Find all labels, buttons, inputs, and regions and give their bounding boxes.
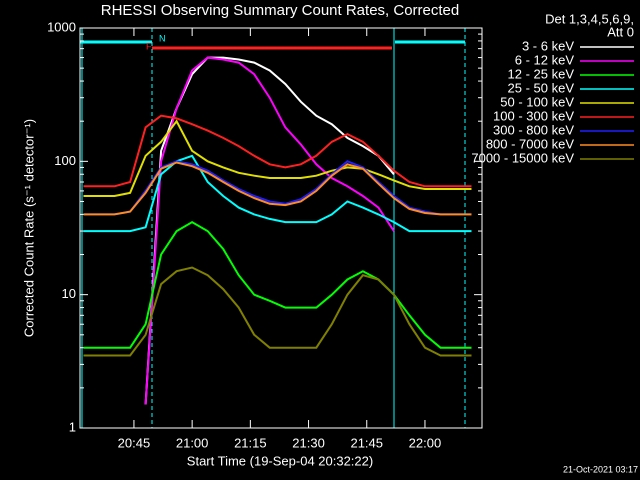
x-tick-label: 22:00 [409, 435, 442, 450]
series-line [144, 56, 395, 405]
y-tick-label: 1000 [47, 19, 76, 34]
legend-label: 100 - 300 keV [493, 108, 574, 123]
series-line [83, 266, 472, 357]
timestamp: 21-Oct-2021 03:17 [563, 464, 638, 474]
series-line [83, 161, 472, 216]
y-tick-label: 100 [54, 153, 76, 168]
x-tick-label: 21:45 [350, 435, 383, 450]
x-tick-label: 21:15 [234, 435, 267, 450]
legend-header: Att 0 [607, 24, 634, 39]
legend-header: Det 1,3,4,5,6,9, [545, 11, 634, 26]
y-tick-label: 10 [62, 286, 76, 301]
legend-label: 300 - 800 keV [493, 122, 574, 137]
x-tick-label: 21:00 [176, 435, 209, 450]
legend-label: 800 - 7000 keV [486, 136, 575, 151]
legend-label: 25 - 50 keV [508, 80, 575, 95]
flag: N [159, 33, 166, 43]
plot-frame [79, 27, 483, 429]
series-line [83, 119, 472, 197]
x-tick-label: 20:45 [118, 435, 151, 450]
series-line [83, 114, 472, 188]
legend-label: 3 - 6 keV [522, 38, 574, 53]
legend-label: 7000 - 15000 keV [471, 150, 574, 165]
y-tick-label: 1 [69, 419, 76, 434]
status-bars [80, 28, 466, 428]
x-tick-label: 21:30 [292, 435, 325, 450]
x-axis-label: Start Time (19-Sep-04 20:32:22) [187, 453, 373, 468]
y-axis-label: Corrected Count Rate (s⁻¹ detector⁻¹) [21, 119, 36, 337]
series-line [144, 56, 395, 405]
series-line [83, 220, 472, 349]
series-line [83, 160, 472, 216]
chart-title: RHESSI Observing Summary Count Rates, Co… [101, 2, 459, 19]
series-line [83, 154, 472, 233]
legend-label: 6 - 12 keV [515, 52, 575, 67]
legend-label: 50 - 100 keV [500, 94, 574, 109]
flag: F [146, 41, 152, 51]
legend-label: 12 - 25 keV [508, 66, 575, 81]
